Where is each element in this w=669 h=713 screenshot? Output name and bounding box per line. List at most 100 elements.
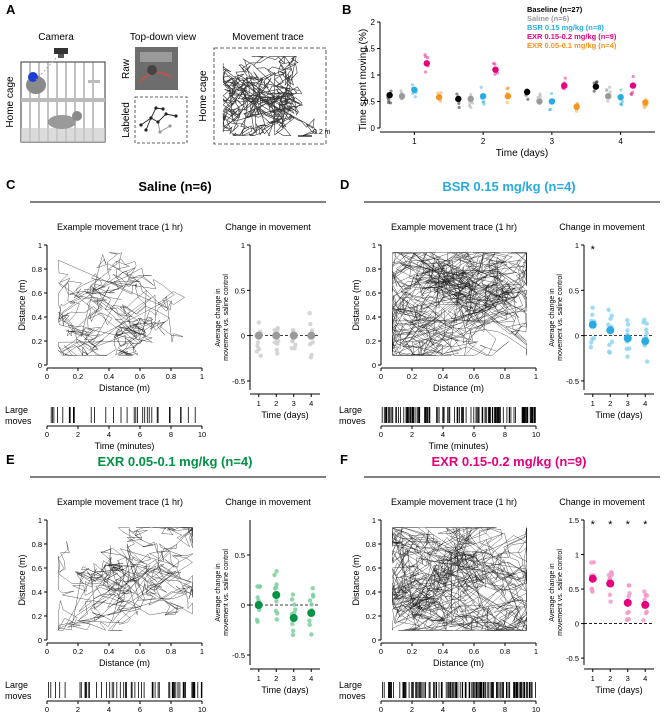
data-point: [538, 92, 542, 96]
change-mean-point: [641, 600, 650, 609]
home-cage-label-2: Home cage: [198, 70, 209, 122]
change-data-point: [609, 571, 614, 576]
trace-ylabel: Distance (m): [17, 279, 27, 330]
change-mean-point: [588, 574, 597, 583]
panel-e: E EXR 0.05-0.1 mg/kg (n=4) Example movemen…: [5, 452, 326, 713]
trace-xlabel: Distance (m): [99, 383, 150, 393]
change-data-point: [308, 321, 313, 327]
mean-point: [398, 93, 406, 100]
change-x-tick-label: 2: [274, 674, 278, 683]
moves-x-tick-label: 0: [45, 705, 49, 713]
data-point: [548, 108, 552, 112]
moves-x-tick-label: 6: [138, 430, 142, 439]
trace-x-tick-label: 0.2: [73, 647, 83, 656]
data-point: [457, 105, 461, 110]
trace-y-tick-label: 0.6: [32, 564, 42, 573]
change-data-point: [256, 320, 262, 325]
y-tick-label: 1.5: [364, 45, 376, 54]
change-y-tick-label: 1: [575, 551, 579, 560]
panel-b-xlabel: Time (days): [496, 148, 548, 159]
change-data-point: [609, 339, 615, 345]
mean-point: [629, 82, 637, 89]
change-data-point: [290, 628, 296, 633]
trace-x-tick-label: 1: [200, 647, 204, 656]
trace-x-tick-label: 0: [45, 647, 49, 656]
change-x-tick-label: 4: [643, 674, 647, 683]
trace-y-tick-label: 0: [372, 361, 376, 370]
data-point: [424, 70, 428, 74]
trace-y-tick-label: 0.2: [366, 612, 376, 621]
trace-y-tick-label: 0.6: [366, 289, 376, 298]
trace-x-tick-label: 0.2: [407, 647, 417, 656]
change-data-point: [274, 347, 279, 353]
change-data-point: [606, 307, 611, 313]
change-ylabel-1: Average change in: [549, 288, 556, 346]
y-tick-label: 1: [371, 71, 376, 80]
moves-x-tick-label: 6: [472, 430, 476, 439]
change-data-point: [309, 632, 314, 637]
data-point: [471, 101, 475, 105]
trace-y-tick-label: 1: [372, 516, 376, 525]
change-data-point: [643, 593, 649, 598]
change-x-tick-label: 1: [257, 399, 261, 408]
trace-title: Example movement trace (1 hr): [57, 222, 183, 232]
change-y-tick-label: 0: [241, 601, 245, 610]
change-x-tick-label: 3: [626, 674, 630, 683]
change-data-point: [290, 327, 296, 333]
mean-point: [435, 94, 443, 101]
change-data-point: [255, 340, 261, 345]
change-data-point: [624, 346, 629, 352]
moves-label-2: moves: [5, 416, 32, 426]
change-data-point: [293, 342, 298, 348]
trace-y-tick-label: 0: [38, 361, 42, 370]
trace-ylabel: Distance (m): [351, 554, 361, 605]
moves-x-tick-label: 10: [532, 430, 540, 439]
data-point: [481, 100, 485, 104]
data-point: [608, 90, 612, 94]
change-mean-point: [641, 337, 650, 346]
moves-x-tick-label: 4: [107, 430, 111, 439]
change-ylabel-2: movement vs. saline control: [557, 274, 564, 361]
moves-x-tick-label: 2: [410, 430, 414, 439]
data-point: [595, 80, 599, 84]
change-y-tick-label: 1.5: [569, 516, 579, 525]
change-data-point: [274, 582, 279, 587]
change-xlabel: Time (days): [595, 685, 642, 695]
data-point: [631, 90, 635, 94]
camera-icon: [54, 48, 68, 58]
change-mean-point: [307, 609, 316, 617]
trace-x-tick-label: 1: [200, 372, 204, 381]
change-x-tick-label: 3: [626, 399, 630, 408]
mean-point: [536, 98, 543, 105]
panel-b: B Time spent moving (%) Time (days) 0 0.5…: [342, 2, 655, 159]
x-tick-label: 1: [412, 137, 417, 146]
change-data-point: [272, 586, 278, 591]
change-data-point: [642, 589, 647, 594]
data-point: [619, 88, 623, 92]
trace-x-tick-label: 1: [534, 372, 538, 381]
mean-point: [479, 93, 487, 100]
change-data-point: [274, 569, 279, 574]
trace-ylabel: Distance (m): [351, 279, 361, 330]
data-point: [608, 85, 612, 89]
trace-y-tick-label: 0.4: [366, 588, 376, 597]
mean-point: [573, 103, 580, 111]
data-point: [506, 87, 510, 91]
moves-x-tick-label: 0: [45, 430, 49, 439]
change-data-point: [307, 622, 312, 628]
significance-star: *: [591, 519, 596, 531]
raw-photo: [135, 47, 178, 90]
change-data-point: [275, 351, 280, 356]
trace-path: [222, 55, 318, 137]
mean-point: [467, 95, 474, 103]
data-point: [605, 88, 609, 92]
data-point: [620, 103, 624, 107]
movement-trace: [58, 252, 185, 356]
change-data-point: [290, 339, 295, 344]
data-point: [482, 102, 486, 106]
change-y-tick-label: 1: [575, 241, 579, 250]
change-data-point: [290, 592, 296, 597]
change-x-tick-label: 1: [591, 399, 595, 408]
change-y-tick-label: -0.5: [566, 654, 579, 663]
change-data-point: [642, 597, 647, 602]
